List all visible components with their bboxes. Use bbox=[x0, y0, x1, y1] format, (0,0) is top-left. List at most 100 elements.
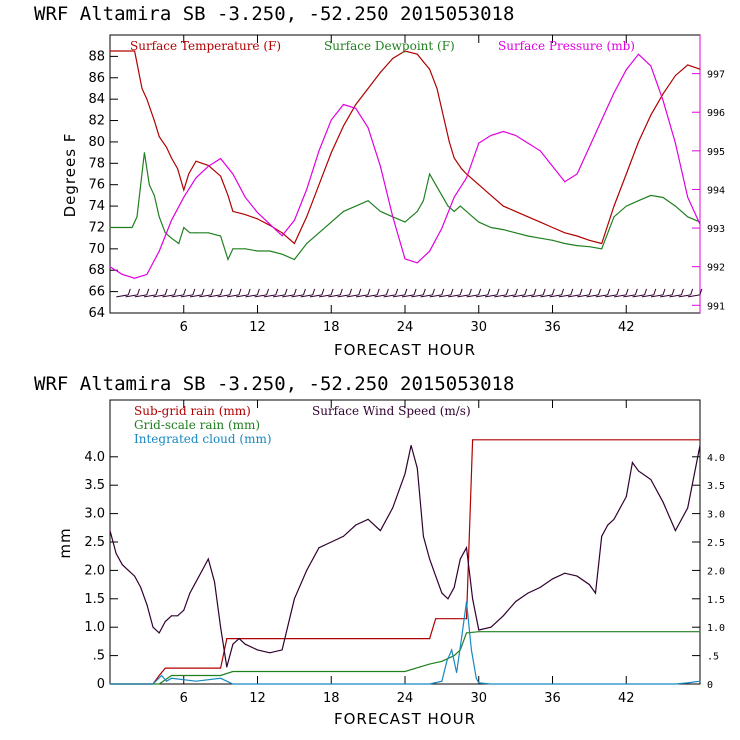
y2-tick-label: 1.5 bbox=[707, 595, 725, 606]
data-point bbox=[539, 586, 541, 588]
y2-tick-label: 992 bbox=[707, 263, 725, 274]
data-point bbox=[638, 470, 639, 472]
x-tick-label: 18 bbox=[323, 691, 340, 706]
data-point bbox=[470, 649, 472, 651]
data-point bbox=[140, 586, 142, 588]
data-point bbox=[472, 178, 474, 180]
wind-barb bbox=[438, 288, 454, 298]
top-y-axis-label: Degrees F bbox=[61, 133, 79, 218]
wind-barb bbox=[236, 288, 251, 298]
data-point bbox=[552, 227, 553, 228]
data-point bbox=[195, 680, 197, 682]
data-point bbox=[293, 259, 295, 260]
data-point bbox=[257, 212, 258, 214]
data-point bbox=[306, 569, 308, 571]
data-point bbox=[564, 572, 566, 574]
data-point bbox=[164, 232, 166, 234]
x-tick-label: 12 bbox=[249, 691, 266, 706]
x-tick-label: 30 bbox=[470, 691, 487, 706]
data-point bbox=[472, 598, 474, 600]
data-point bbox=[152, 683, 154, 685]
data-point bbox=[158, 216, 160, 218]
wind-barb bbox=[521, 288, 537, 298]
data-point bbox=[171, 675, 172, 676]
x-tick-label: 42 bbox=[618, 691, 635, 706]
data-point bbox=[244, 248, 246, 250]
data-point bbox=[153, 194, 155, 196]
data-point bbox=[392, 58, 394, 59]
data-point bbox=[207, 232, 209, 234]
data-point bbox=[318, 184, 320, 186]
y-tick-label: 74 bbox=[88, 199, 105, 214]
data-point bbox=[674, 205, 676, 207]
data-point bbox=[244, 214, 246, 216]
data-point bbox=[453, 196, 455, 198]
data-point bbox=[293, 598, 295, 600]
data-point bbox=[195, 581, 197, 583]
data-point bbox=[109, 683, 111, 685]
wind-barb bbox=[475, 288, 491, 298]
y-tick-label: 76 bbox=[88, 178, 105, 193]
data-point bbox=[232, 248, 234, 250]
data-point bbox=[355, 107, 357, 109]
data-point bbox=[183, 609, 185, 611]
legend-dewpoint: Surface Dewpoint (F) bbox=[324, 39, 455, 53]
data-point bbox=[177, 168, 179, 170]
data-point bbox=[447, 205, 449, 207]
data-point bbox=[422, 535, 424, 537]
data-point bbox=[127, 569, 129, 571]
data-point bbox=[281, 649, 283, 651]
data-point bbox=[306, 243, 308, 244]
data-point bbox=[515, 210, 517, 212]
y-tick-label: 66 bbox=[88, 285, 105, 300]
wind-barb bbox=[319, 288, 334, 298]
data-point bbox=[177, 615, 179, 617]
series-line-surface-wind-speed bbox=[109, 445, 701, 668]
data-point bbox=[429, 663, 431, 665]
data-point bbox=[189, 592, 191, 594]
x-tick-label: 6 bbox=[180, 691, 188, 706]
data-point bbox=[552, 239, 553, 241]
data-point bbox=[134, 575, 136, 577]
wind-barb bbox=[254, 288, 270, 298]
wind-barb bbox=[309, 288, 325, 298]
y2-tick-label: 994 bbox=[707, 185, 725, 196]
top-chart-title: WRF Altamira SB -3.250, -52.250 20150530… bbox=[34, 3, 514, 25]
data-point bbox=[490, 683, 492, 685]
data-point bbox=[257, 649, 258, 651]
data-point bbox=[441, 227, 443, 229]
data-point bbox=[699, 223, 701, 225]
data-point bbox=[466, 632, 467, 634]
data-point bbox=[220, 158, 222, 160]
data-point bbox=[166, 680, 167, 682]
data-point bbox=[183, 227, 185, 228]
x-tick-label: 42 bbox=[618, 320, 635, 335]
data-point bbox=[343, 125, 344, 127]
data-point bbox=[466, 547, 467, 549]
data-point bbox=[121, 227, 123, 228]
data-point bbox=[539, 221, 541, 223]
data-point bbox=[466, 601, 467, 603]
data-point bbox=[502, 131, 504, 132]
data-point bbox=[539, 237, 541, 239]
data-point bbox=[515, 134, 517, 136]
data-point bbox=[687, 682, 689, 684]
data-point bbox=[456, 672, 458, 674]
data-point bbox=[662, 100, 664, 102]
y2-tick-label: 3.0 bbox=[707, 510, 725, 521]
data-point bbox=[662, 501, 664, 503]
y2-tick-label: 993 bbox=[707, 224, 725, 235]
data-point bbox=[687, 196, 689, 198]
data-point bbox=[343, 535, 344, 537]
x-tick-label: 30 bbox=[470, 320, 487, 335]
legend-subgrid-rain: Sub-grid rain (mm) bbox=[134, 404, 251, 418]
data-point bbox=[232, 683, 234, 685]
wind-barb bbox=[328, 288, 343, 298]
data-point bbox=[171, 219, 172, 221]
data-point bbox=[601, 119, 603, 121]
wind-barb bbox=[457, 288, 472, 298]
data-point bbox=[466, 618, 467, 620]
top-series bbox=[109, 50, 701, 279]
data-point bbox=[441, 194, 443, 196]
data-point bbox=[148, 184, 150, 186]
